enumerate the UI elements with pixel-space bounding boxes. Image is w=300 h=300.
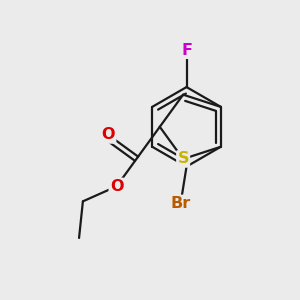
Text: S: S — [177, 152, 189, 166]
Text: O: O — [102, 128, 115, 142]
Text: O: O — [110, 179, 123, 194]
Text: Br: Br — [170, 196, 191, 211]
Text: F: F — [181, 43, 192, 58]
